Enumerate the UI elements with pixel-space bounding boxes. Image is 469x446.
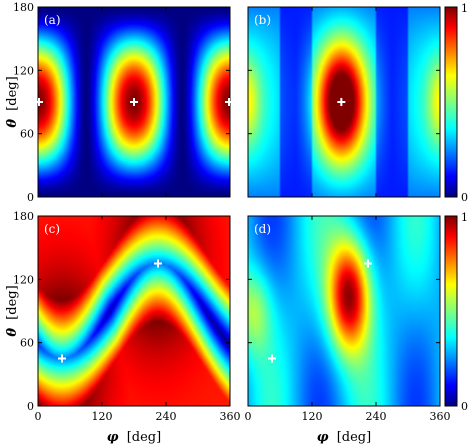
- panel-label-c: (c): [44, 222, 60, 236]
- marker-cross: [58, 354, 66, 363]
- x-tick-label: 120: [92, 410, 113, 423]
- y-axis-symbol: θ: [5, 328, 20, 337]
- markers-b: [337, 98, 346, 106]
- x-tick-label: 240: [156, 410, 177, 423]
- svg-text:θ [deg]: θ [deg]: [5, 76, 20, 127]
- y-axis-title-bottom: θ [deg]: [5, 285, 20, 336]
- x-axis-symbol: φ: [317, 430, 329, 445]
- y-tick-label: 0: [27, 191, 34, 204]
- panel-c: (c): [37, 215, 231, 407]
- panel-label-b: (b): [254, 13, 271, 27]
- panel-b: (b): [247, 6, 441, 198]
- heatmap-image-c: [38, 216, 230, 406]
- y-axis-unit: [deg]: [5, 76, 20, 110]
- y-tick-label: 120: [13, 273, 34, 286]
- colorbar-gradient-top: [444, 6, 458, 198]
- x-tick-label: 120: [302, 410, 323, 423]
- svg-text:θ [deg]: θ [deg]: [5, 285, 20, 336]
- colorbar-gradient-bottom: [444, 215, 458, 407]
- x-tick-label: 360: [220, 410, 241, 423]
- marker-cross: [225, 98, 233, 106]
- marker-cross: [130, 98, 138, 106]
- tick-layer: 0 120 240 360 0 120 240 360 0 60 120 180 0 60 120 180: [13, 1, 451, 423]
- y-tick-label: 180: [13, 1, 34, 14]
- y-tick-label: 120: [13, 64, 34, 77]
- y-tick-label: 0: [27, 400, 34, 413]
- x-axis-symbol: φ: [107, 430, 119, 445]
- marker-cross: [337, 98, 346, 106]
- markers-c: [58, 259, 162, 363]
- heatmap-image-d: [248, 216, 440, 406]
- y-axis-title-top: θ [deg]: [5, 76, 20, 127]
- markers-d: [268, 259, 372, 363]
- panel-d: (d): [247, 215, 441, 407]
- panel-label-a: (a): [44, 13, 61, 27]
- colorbar-top-min-label: 0: [461, 191, 468, 204]
- markers-a: [35, 98, 233, 106]
- y-tick-label: 60: [20, 337, 34, 350]
- y-tick-label: 60: [20, 128, 34, 141]
- x-axis-title-right: φ [deg]: [317, 430, 371, 445]
- panel-frame-d: [247, 215, 441, 407]
- y-axis-unit: [deg]: [5, 285, 20, 319]
- x-tick-label: 360: [430, 410, 451, 423]
- panel-frame-b: [247, 6, 441, 198]
- panel-label-d: (d): [254, 222, 271, 236]
- marker-cross: [268, 354, 276, 363]
- colorbar-top: 1 0: [444, 2, 468, 204]
- y-axis-symbol: θ: [5, 119, 20, 128]
- marker-cross: [364, 259, 372, 268]
- colorbar-bottom-max-label: 1: [461, 211, 468, 224]
- x-tick-label: 240: [366, 410, 387, 423]
- panel-frame-c: [37, 215, 231, 407]
- x-tick-label: 0: [35, 410, 42, 423]
- y-tick-label: 180: [13, 210, 34, 223]
- panel-a: (a): [35, 6, 233, 198]
- x-axis-unit: [deg]: [127, 430, 161, 445]
- x-axis-title-left: φ [deg]: [107, 430, 161, 445]
- colorbar-top-max-label: 1: [461, 2, 468, 15]
- x-axis-unit: [deg]: [337, 430, 371, 445]
- x-tick-label: 0: [245, 410, 252, 423]
- marker-cross: [35, 98, 43, 106]
- colorbar-bottom: 1 0: [444, 211, 468, 413]
- colorbar-bottom-min-label: 0: [461, 400, 468, 413]
- marker-cross: [154, 259, 162, 268]
